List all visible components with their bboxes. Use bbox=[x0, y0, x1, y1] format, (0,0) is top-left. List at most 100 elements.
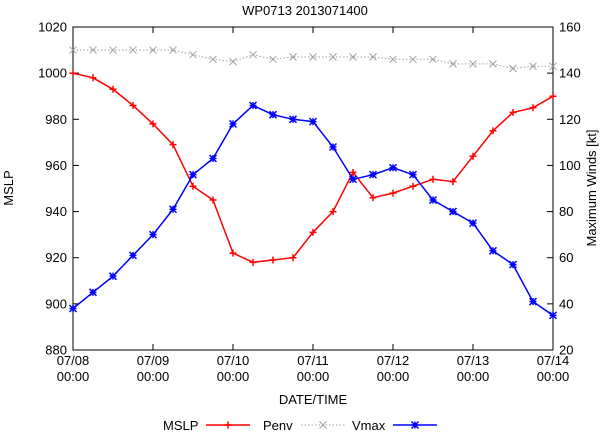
x-tick-label-time: 00:00 bbox=[457, 369, 490, 384]
series-vmax-point bbox=[428, 196, 438, 205]
series-vmax-point bbox=[308, 117, 318, 126]
series-mslp-point bbox=[129, 101, 137, 109]
series-vmax-point bbox=[88, 288, 98, 297]
series-vmax-point bbox=[268, 110, 278, 119]
x-tick-label-date: 07/13 bbox=[457, 353, 490, 368]
series-penv-point bbox=[169, 46, 177, 54]
series-mslp-point bbox=[109, 85, 117, 93]
series-vmax-point bbox=[488, 246, 498, 255]
series-penv-point bbox=[89, 46, 97, 54]
series-vmax bbox=[68, 101, 558, 320]
series-penv-point bbox=[329, 53, 337, 61]
y-axis-ticks: 880 900 920 940 960 980 1000 1020 bbox=[38, 20, 79, 358]
y-axis-label: MSLP bbox=[1, 170, 16, 205]
x-tick-label-time: 00:00 bbox=[297, 369, 330, 384]
x-tick-label-date: 07/14 bbox=[537, 353, 570, 368]
series-penv-point bbox=[469, 60, 477, 68]
series-penv-point bbox=[289, 53, 297, 61]
series-vmax-point bbox=[288, 115, 298, 124]
series-mslp-point bbox=[329, 208, 337, 216]
y-tick-label: 880 bbox=[45, 343, 67, 358]
series-mslp-point bbox=[189, 182, 197, 190]
y2-tick-label: 60 bbox=[559, 250, 573, 265]
series-mslp-point bbox=[369, 194, 377, 202]
series-vmax-point bbox=[68, 304, 78, 313]
series-vmax-point bbox=[548, 311, 558, 320]
series-penv-point bbox=[509, 64, 517, 73]
legend-sample-marker bbox=[319, 421, 327, 429]
series-vmax-point bbox=[188, 170, 198, 179]
series-mslp-point bbox=[289, 254, 297, 262]
series-vmax-point bbox=[228, 119, 238, 128]
plot-area bbox=[72, 26, 554, 351]
series-vmax-point bbox=[448, 207, 458, 216]
series-penv-point bbox=[429, 55, 437, 64]
series-vmax-line bbox=[72, 104, 554, 317]
series-vmax-point bbox=[108, 272, 118, 281]
series-penv-point bbox=[129, 46, 137, 54]
series-penv-point bbox=[389, 55, 397, 64]
y2-axis-ticks: 20 40 60 80 100 120 140 160 bbox=[547, 20, 581, 358]
series-mslp-point bbox=[229, 249, 237, 257]
series-vmax-point bbox=[388, 163, 398, 172]
series-vmax-point bbox=[208, 154, 218, 163]
y-tick-label: 940 bbox=[45, 204, 67, 219]
series-penv-point bbox=[269, 55, 277, 64]
series-penv-point bbox=[149, 46, 157, 54]
y2-axis-label: Maximum Winds [kt] bbox=[584, 129, 599, 246]
legend-sample-vmax bbox=[393, 420, 437, 430]
y2-tick-label: 140 bbox=[559, 66, 581, 81]
series-mslp-point bbox=[389, 189, 397, 197]
x-tick-label-date: 07/12 bbox=[377, 353, 410, 368]
series-penv-point bbox=[449, 60, 457, 68]
series-penv-line bbox=[73, 49, 553, 70]
y-tick-label: 1020 bbox=[38, 20, 67, 35]
series-penv-point bbox=[69, 46, 77, 54]
y2-tick-label: 100 bbox=[559, 158, 581, 173]
series-mslp-point bbox=[309, 228, 317, 236]
y2-tick-label: 160 bbox=[559, 20, 581, 35]
series-mslp-point bbox=[469, 152, 477, 160]
series-penv-point bbox=[189, 50, 197, 59]
legend-label: Vmax bbox=[352, 418, 386, 432]
series-penv-point bbox=[349, 53, 357, 61]
series-penv-point bbox=[489, 60, 497, 68]
series-vmax-point bbox=[368, 170, 378, 179]
series-vmax-point bbox=[528, 297, 538, 306]
x-tick-label-date: 07/09 bbox=[137, 353, 170, 368]
series-mslp-point bbox=[409, 182, 417, 190]
series-vmax-point bbox=[168, 205, 178, 214]
x-tick-label-time: 00:00 bbox=[137, 369, 170, 384]
series-mslp-point bbox=[349, 168, 357, 176]
y-tick-label: 920 bbox=[45, 250, 67, 265]
series-mslp bbox=[69, 69, 557, 266]
series-vmax-point bbox=[408, 170, 418, 179]
x-tick-label-date: 07/10 bbox=[217, 353, 250, 368]
series-penv-point bbox=[309, 53, 317, 61]
series-mslp-point bbox=[509, 108, 517, 116]
series-mslp-point bbox=[89, 74, 97, 82]
legend-sample-mslp bbox=[206, 421, 250, 429]
series-mslp-point bbox=[529, 104, 537, 112]
legend-label: Penv bbox=[263, 418, 293, 432]
series-layer bbox=[68, 46, 558, 320]
legend-label: MSLP bbox=[163, 418, 198, 432]
x-tick-label-time: 00:00 bbox=[217, 369, 250, 384]
y-tick-label: 980 bbox=[45, 112, 67, 127]
legend-sample-marker bbox=[410, 420, 420, 430]
series-penv-point bbox=[249, 50, 257, 59]
y-tick-label: 1000 bbox=[38, 66, 67, 81]
x-tick-label-time: 00:00 bbox=[537, 369, 570, 384]
series-vmax-point bbox=[508, 260, 518, 269]
series-mslp-point bbox=[269, 256, 277, 264]
series-penv bbox=[69, 46, 557, 73]
series-vmax-point bbox=[328, 142, 338, 152]
series-vmax-point bbox=[348, 175, 358, 184]
x-tick-label-date: 07/08 bbox=[57, 353, 90, 368]
series-vmax-point bbox=[248, 101, 258, 110]
series-mslp-point bbox=[549, 92, 557, 100]
y-tick-label: 960 bbox=[45, 158, 67, 173]
legend-sample-marker bbox=[224, 421, 232, 429]
series-mslp-point bbox=[169, 141, 177, 149]
legend-sample-penv bbox=[301, 421, 345, 429]
